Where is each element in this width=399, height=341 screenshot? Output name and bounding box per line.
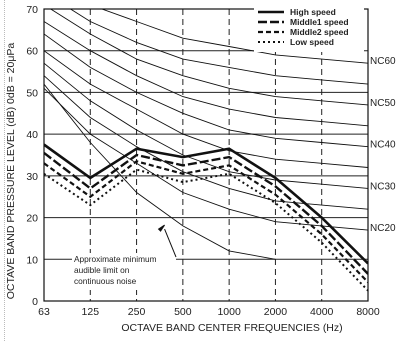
annotation-text: Approximate minimum (74, 254, 157, 264)
x-tick-label: 1000 (217, 306, 241, 318)
annotation-arrow (164, 228, 177, 258)
x-tick-label: 2000 (264, 306, 288, 318)
nc-curves (44, 9, 368, 260)
nc-curve (44, 33, 368, 148)
plot-frame (43, 8, 369, 302)
legend-label: Low speed (290, 37, 334, 47)
nc-curve (100, 9, 368, 64)
x-tick-label: 4000 (310, 306, 334, 318)
nc-curve (44, 87, 368, 231)
legend-label: Middle2 speed (290, 27, 349, 37)
x-tick-label: 125 (82, 306, 100, 318)
nc-curve (44, 50, 368, 168)
nc-curve (44, 62, 368, 189)
y-axis-label: OCTAVE BAND PRESSURE LEVEL (dB) 0dB = 20… (5, 43, 17, 300)
x-tick-label: 63 (38, 306, 50, 318)
y-tick-label: 30 (26, 171, 38, 183)
y-tick-label: 70 (26, 4, 38, 16)
page-edge-dotted (4, 0, 5, 341)
nc-curve (49, 9, 368, 106)
annotation-background (72, 253, 176, 290)
y-tick-label: 50 (26, 87, 38, 99)
x-tick-label: 500 (174, 306, 192, 318)
nc-curve-label: NC20 (370, 223, 396, 234)
x-tick-label: 250 (128, 306, 146, 318)
nc-curve (44, 21, 368, 127)
audible-limit-curve (44, 83, 276, 260)
series-line (44, 151, 368, 275)
nc-curve-label: NC60 (370, 56, 396, 67)
legend-label: Middle1 speed (290, 17, 349, 27)
nc-curve (69, 9, 368, 85)
series-line (44, 143, 368, 265)
nc-curve-label: NC50 (370, 98, 396, 109)
annotation-text: continuous noise (74, 276, 137, 286)
legend-label: High speed (290, 7, 336, 17)
y-tick-label: 0 (32, 296, 38, 308)
nc-curve-label: NC30 (370, 181, 396, 192)
series-lines (44, 143, 368, 292)
y-tick-label: 40 (26, 129, 38, 141)
y-tick-label: 60 (26, 46, 38, 58)
series-line (44, 168, 368, 292)
legend-background (254, 7, 364, 52)
y-tick-label: 10 (26, 254, 38, 266)
x-tick-label: 8000 (356, 306, 380, 318)
axes: 0 10 20 30 40 50 60 70 63 125 250 500 1000 2000 4000 80… (26, 4, 396, 318)
nc-curve (44, 75, 368, 210)
series-line (44, 160, 368, 283)
x-axis-label: OCTAVE BAND CENTER FREQUENCIES (Hz) (121, 322, 342, 334)
nc-curve-label: NC40 (370, 140, 396, 151)
y-tick-label: 20 (26, 213, 38, 225)
annotation-arrowhead (157, 224, 165, 232)
annotation-text: audible limit on (74, 265, 130, 275)
